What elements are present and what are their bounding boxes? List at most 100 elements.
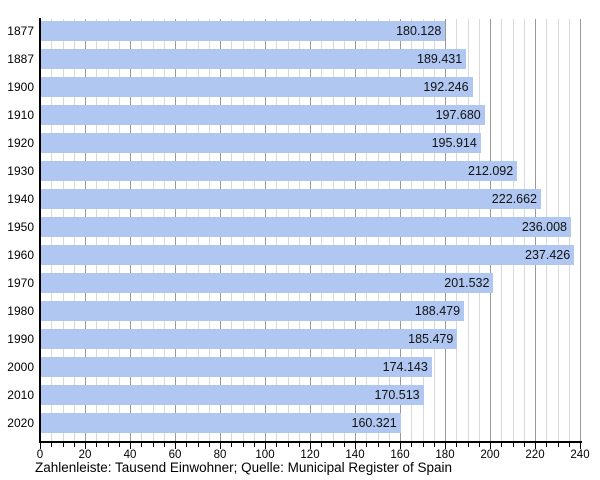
x-axis-tick-label-20: 20 <box>78 449 92 461</box>
bar-value-label-2020: 160.321 <box>351 416 397 430</box>
x-axis-tick-major <box>310 443 311 449</box>
bar-1990: 185.479 <box>40 329 458 349</box>
year-label-1970: 1970 <box>7 276 34 290</box>
year-label-1920: 1920 <box>7 136 34 150</box>
x-axis-tick-minor <box>558 443 559 447</box>
x-axis-tick-minor <box>299 443 300 447</box>
bar-1877: 180.128 <box>40 21 446 41</box>
x-axis-tick-major <box>535 443 536 449</box>
x-axis-tick-major <box>490 443 491 449</box>
x-axis-tick-minor <box>389 443 390 447</box>
x-axis-tick-minor <box>254 443 255 447</box>
year-label-1980: 1980 <box>7 304 34 318</box>
x-axis-tick-label-140: 140 <box>345 449 365 461</box>
bar-value-label-1877: 180.128 <box>396 24 442 38</box>
x-axis-tick-minor <box>231 443 232 447</box>
year-label-1960: 1960 <box>7 248 34 262</box>
plot-area: 180.128 189.431 192.246 197.680 195.914 212.0… <box>40 19 581 441</box>
x-axis-tick-major <box>355 443 356 449</box>
bar-1930: 212.092 <box>40 161 518 181</box>
bar-2020: 160.321 <box>40 413 401 433</box>
bar-1910: 197.680 <box>40 105 485 125</box>
x-axis-tick-major <box>265 443 266 449</box>
x-axis-tick-minor <box>243 443 244 447</box>
year-label-1950: 1950 <box>7 220 34 234</box>
x-axis-tick-minor <box>569 443 570 447</box>
bar-1960: 237.426 <box>40 245 575 265</box>
x-axis-tick-label-40: 40 <box>123 449 137 461</box>
x-axis-tick-minor <box>74 443 75 447</box>
x-axis-tick-major <box>85 443 86 449</box>
bar-1940: 222.662 <box>40 189 541 209</box>
x-axis-tick-minor <box>479 443 480 447</box>
x-axis-tick-major <box>445 443 446 449</box>
x-axis-tick-minor <box>276 443 277 447</box>
x-axis-tick-minor <box>468 443 469 447</box>
x-axis-tick-minor <box>333 443 334 447</box>
bar-2010: 170.513 <box>40 385 424 405</box>
x-axis-tick-major <box>580 443 581 449</box>
bar-value-label-1910: 197.680 <box>435 108 481 122</box>
x-axis-tick-label-240: 240 <box>570 449 590 461</box>
x-axis-tick-major <box>175 443 176 449</box>
bar-1920: 195.914 <box>40 133 481 153</box>
x-axis-tick-label-80: 80 <box>213 449 227 461</box>
x-axis-tick-minor <box>513 443 514 447</box>
bar-1887: 189.431 <box>40 49 467 69</box>
x-axis-tick-minor <box>63 443 64 447</box>
x-axis-tick-label-160: 160 <box>390 449 410 461</box>
x-axis-tick-minor <box>96 443 97 447</box>
bar-value-label-1930: 212.092 <box>468 164 514 178</box>
x-axis-tick-minor <box>378 443 379 447</box>
year-label-1900: 1900 <box>7 80 34 94</box>
x-axis-tick-label-200: 200 <box>480 449 500 461</box>
x-axis-tick-minor <box>141 443 142 447</box>
year-label-1910: 1910 <box>7 108 34 122</box>
x-axis-tick-minor <box>51 443 52 447</box>
bar-value-label-2010: 170.513 <box>374 388 420 402</box>
x-axis-tick-minor <box>344 443 345 447</box>
x-axis-tick-label-220: 220 <box>525 449 545 461</box>
bar-1980: 188.479 <box>40 301 465 321</box>
x-axis-tick-minor <box>434 443 435 447</box>
gridline-major <box>580 19 581 441</box>
bar-value-label-2000: 174.143 <box>382 360 428 374</box>
x-axis-tick-minor <box>501 443 502 447</box>
x-axis-tick-minor <box>119 443 120 447</box>
x-axis-tick-label-0: 0 <box>36 449 44 461</box>
x-axis-tick-minor <box>456 443 457 447</box>
x-axis-tick-label-120: 120 <box>300 449 320 461</box>
y-axis-line <box>39 18 41 443</box>
x-axis-line <box>39 441 582 443</box>
bar-1970: 201.532 <box>40 273 494 293</box>
bar-value-label-1900: 192.246 <box>423 80 469 94</box>
bar-value-label-1980: 188.479 <box>414 304 461 318</box>
x-axis-tick-minor <box>108 443 109 447</box>
bar-1950: 236.008 <box>40 217 572 237</box>
x-axis-tick-minor <box>366 443 367 447</box>
bar-value-label-1970: 201.532 <box>444 276 490 290</box>
x-axis-tick-minor <box>164 443 165 447</box>
year-label-1940: 1940 <box>7 192 34 206</box>
bar-value-label-1990: 185.479 <box>408 332 454 346</box>
year-label-2000: 2000 <box>7 360 34 374</box>
x-axis-tick-minor <box>186 443 187 447</box>
x-axis-tick-label-100: 100 <box>255 449 275 461</box>
year-label-1990: 1990 <box>7 332 34 346</box>
bar-2000: 174.143 <box>40 357 432 377</box>
chart-caption: Zahlenleiste: Tausend Einwohner; Quelle:… <box>35 460 452 475</box>
bar-value-label-1887: 189.431 <box>417 52 463 66</box>
x-axis-tick-minor <box>423 443 424 447</box>
x-axis-tick-major <box>40 443 41 449</box>
year-label-1877: 1877 <box>7 24 34 38</box>
x-axis-tick-major <box>220 443 221 449</box>
year-label-1887: 1887 <box>7 52 34 66</box>
year-label-2010: 2010 <box>7 388 34 402</box>
year-label-1930: 1930 <box>7 164 34 178</box>
x-axis-tick-major <box>400 443 401 449</box>
x-axis-tick-minor <box>288 443 289 447</box>
bar-value-label-1940: 222.662 <box>491 192 537 206</box>
x-axis-tick-minor <box>411 443 412 447</box>
x-axis-tick-minor <box>546 443 547 447</box>
